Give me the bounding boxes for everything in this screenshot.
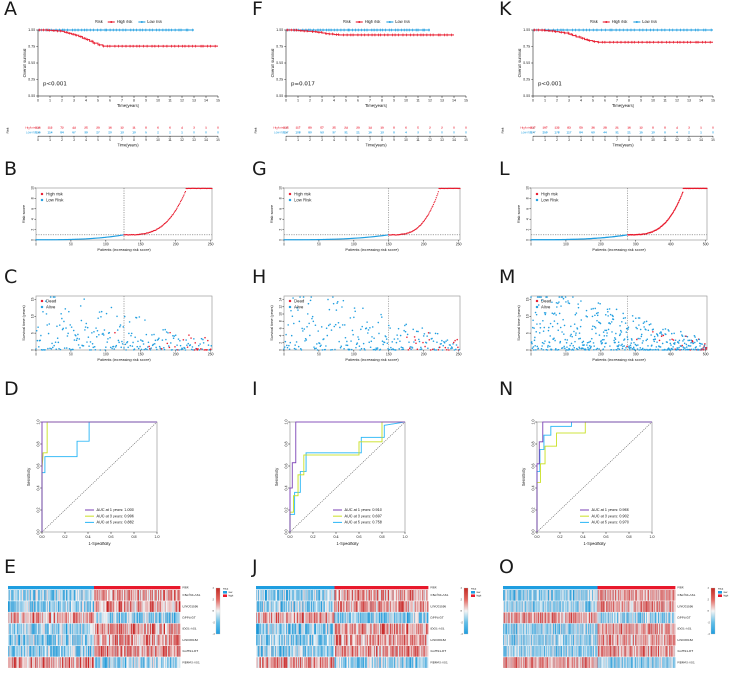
km-plot-A <box>0 0 248 160</box>
panel-letter-M: M <box>499 266 516 288</box>
panel-letter-H: H <box>252 266 267 288</box>
km-plot-F <box>248 0 496 160</box>
panel-G: G <box>248 160 496 268</box>
panel-letter-K: K <box>499 0 512 20</box>
panel-J: J <box>248 558 496 684</box>
panel-K: K <box>495 0 743 160</box>
panel-letter-L: L <box>499 158 510 180</box>
roc-curve-I <box>248 380 496 558</box>
roc-curve-D <box>0 380 248 558</box>
panel-D: D <box>0 380 248 558</box>
panel-M: M <box>495 268 743 380</box>
roc-curve-N <box>495 380 743 558</box>
panel-letter-B: B <box>4 158 18 180</box>
panel-letter-E: E <box>4 556 17 578</box>
heatmap-O <box>495 558 743 684</box>
panel-B: B <box>0 160 248 268</box>
panel-letter-O: O <box>499 556 514 578</box>
panel-letter-I: I <box>252 378 258 400</box>
survival-scatter-M <box>495 268 743 380</box>
panel-L: L <box>495 160 743 268</box>
panel-E: E <box>0 558 248 684</box>
figure-column-2: F G H I J <box>248 0 496 684</box>
panel-letter-C: C <box>4 266 18 288</box>
panel-N: N <box>495 380 743 558</box>
survival-scatter-C <box>0 268 248 380</box>
risk-score-plot-L <box>495 160 743 268</box>
panel-letter-D: D <box>4 378 19 400</box>
panel-letter-G: G <box>252 158 267 180</box>
heatmap-J <box>248 558 496 684</box>
panel-letter-N: N <box>499 378 514 400</box>
panel-C: C <box>0 268 248 380</box>
panel-A: A <box>0 0 248 160</box>
panel-letter-J: J <box>252 556 258 578</box>
panel-O: O <box>495 558 743 684</box>
panel-F: F <box>248 0 496 160</box>
panel-I: I <box>248 380 496 558</box>
panel-H: H <box>248 268 496 380</box>
figure-column-1: A B C D E <box>0 0 248 684</box>
risk-score-plot-G <box>248 160 496 268</box>
panel-letter-A: A <box>4 0 17 20</box>
risk-score-plot-B <box>0 160 248 268</box>
heatmap-E <box>0 558 248 684</box>
panel-letter-F: F <box>252 0 263 20</box>
km-plot-K <box>495 0 743 160</box>
figure-column-3: K L M N O <box>495 0 743 684</box>
survival-scatter-H <box>248 268 496 380</box>
